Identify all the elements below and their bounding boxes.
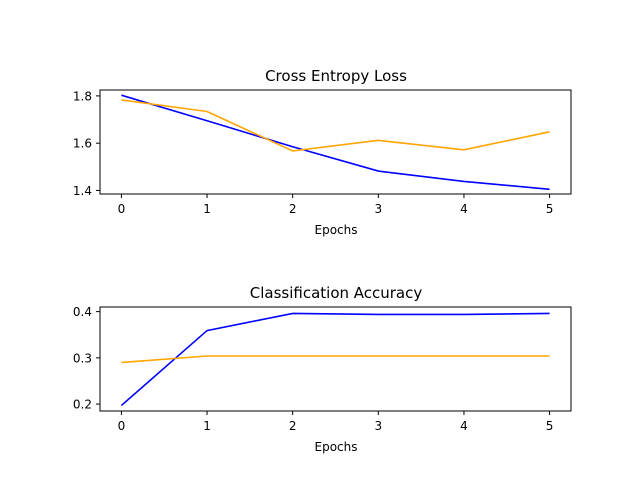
loss-x-tick-label: 2 [289, 202, 297, 216]
loss-y-tick-label: 1.4 [73, 184, 92, 198]
accuracy-x-tick-label: 4 [460, 419, 468, 433]
accuracy-x-tick-label: 3 [374, 419, 382, 433]
loss-y-tick-label: 1.8 [73, 89, 92, 103]
loss-chart-title: Cross Entropy Loss [265, 67, 407, 85]
accuracy-validation-line [121, 355, 550, 364]
accuracy-x-tick-label: 5 [546, 419, 554, 433]
loss-y-tick-label: 1.6 [73, 137, 92, 151]
accuracy-y-tick-label: 0.2 [73, 398, 92, 412]
loss-axes-frame [99, 89, 572, 195]
loss-plot-area: 0 1 2 3 4 5 1.4 1.6 1.8 [73, 89, 572, 216]
accuracy-y-tick-label: 0.4 [73, 305, 92, 319]
loss-train-line [121, 94, 550, 191]
accuracy-y-tick-label: 0.3 [73, 351, 92, 365]
loss-x-tick-label: 5 [546, 202, 554, 216]
accuracy-train-line [120, 312, 550, 407]
loss-x-tick-label: 3 [374, 202, 382, 216]
loss-x-axis-label: Epochs [315, 223, 358, 237]
accuracy-axes-frame [99, 306, 572, 412]
accuracy-x-tick-label: 0 [118, 419, 126, 433]
loss-x-tick-label: 0 [118, 202, 126, 216]
loss-validation-line [121, 99, 550, 152]
accuracy-x-axis-label: Epochs [315, 440, 358, 454]
accuracy-plot-area: 0 1 2 3 4 5 0.2 0.3 0.4 [73, 305, 572, 433]
loss-x-tick-label: 1 [203, 202, 211, 216]
accuracy-chart-title: Classification Accuracy [250, 284, 423, 302]
accuracy-chart: Classification Accuracy 0 1 2 3 4 50.20.30.4 … [73, 284, 572, 454]
accuracy-x-tick-label: 1 [203, 419, 211, 433]
loss-chart: Cross Entropy Loss 0 1 2 3 4 5 1.4 1.6 1.8 Epoch… [73, 67, 572, 237]
loss-x-tick-label: 4 [460, 202, 468, 216]
accuracy-x-tick-label: 2 [289, 419, 297, 433]
